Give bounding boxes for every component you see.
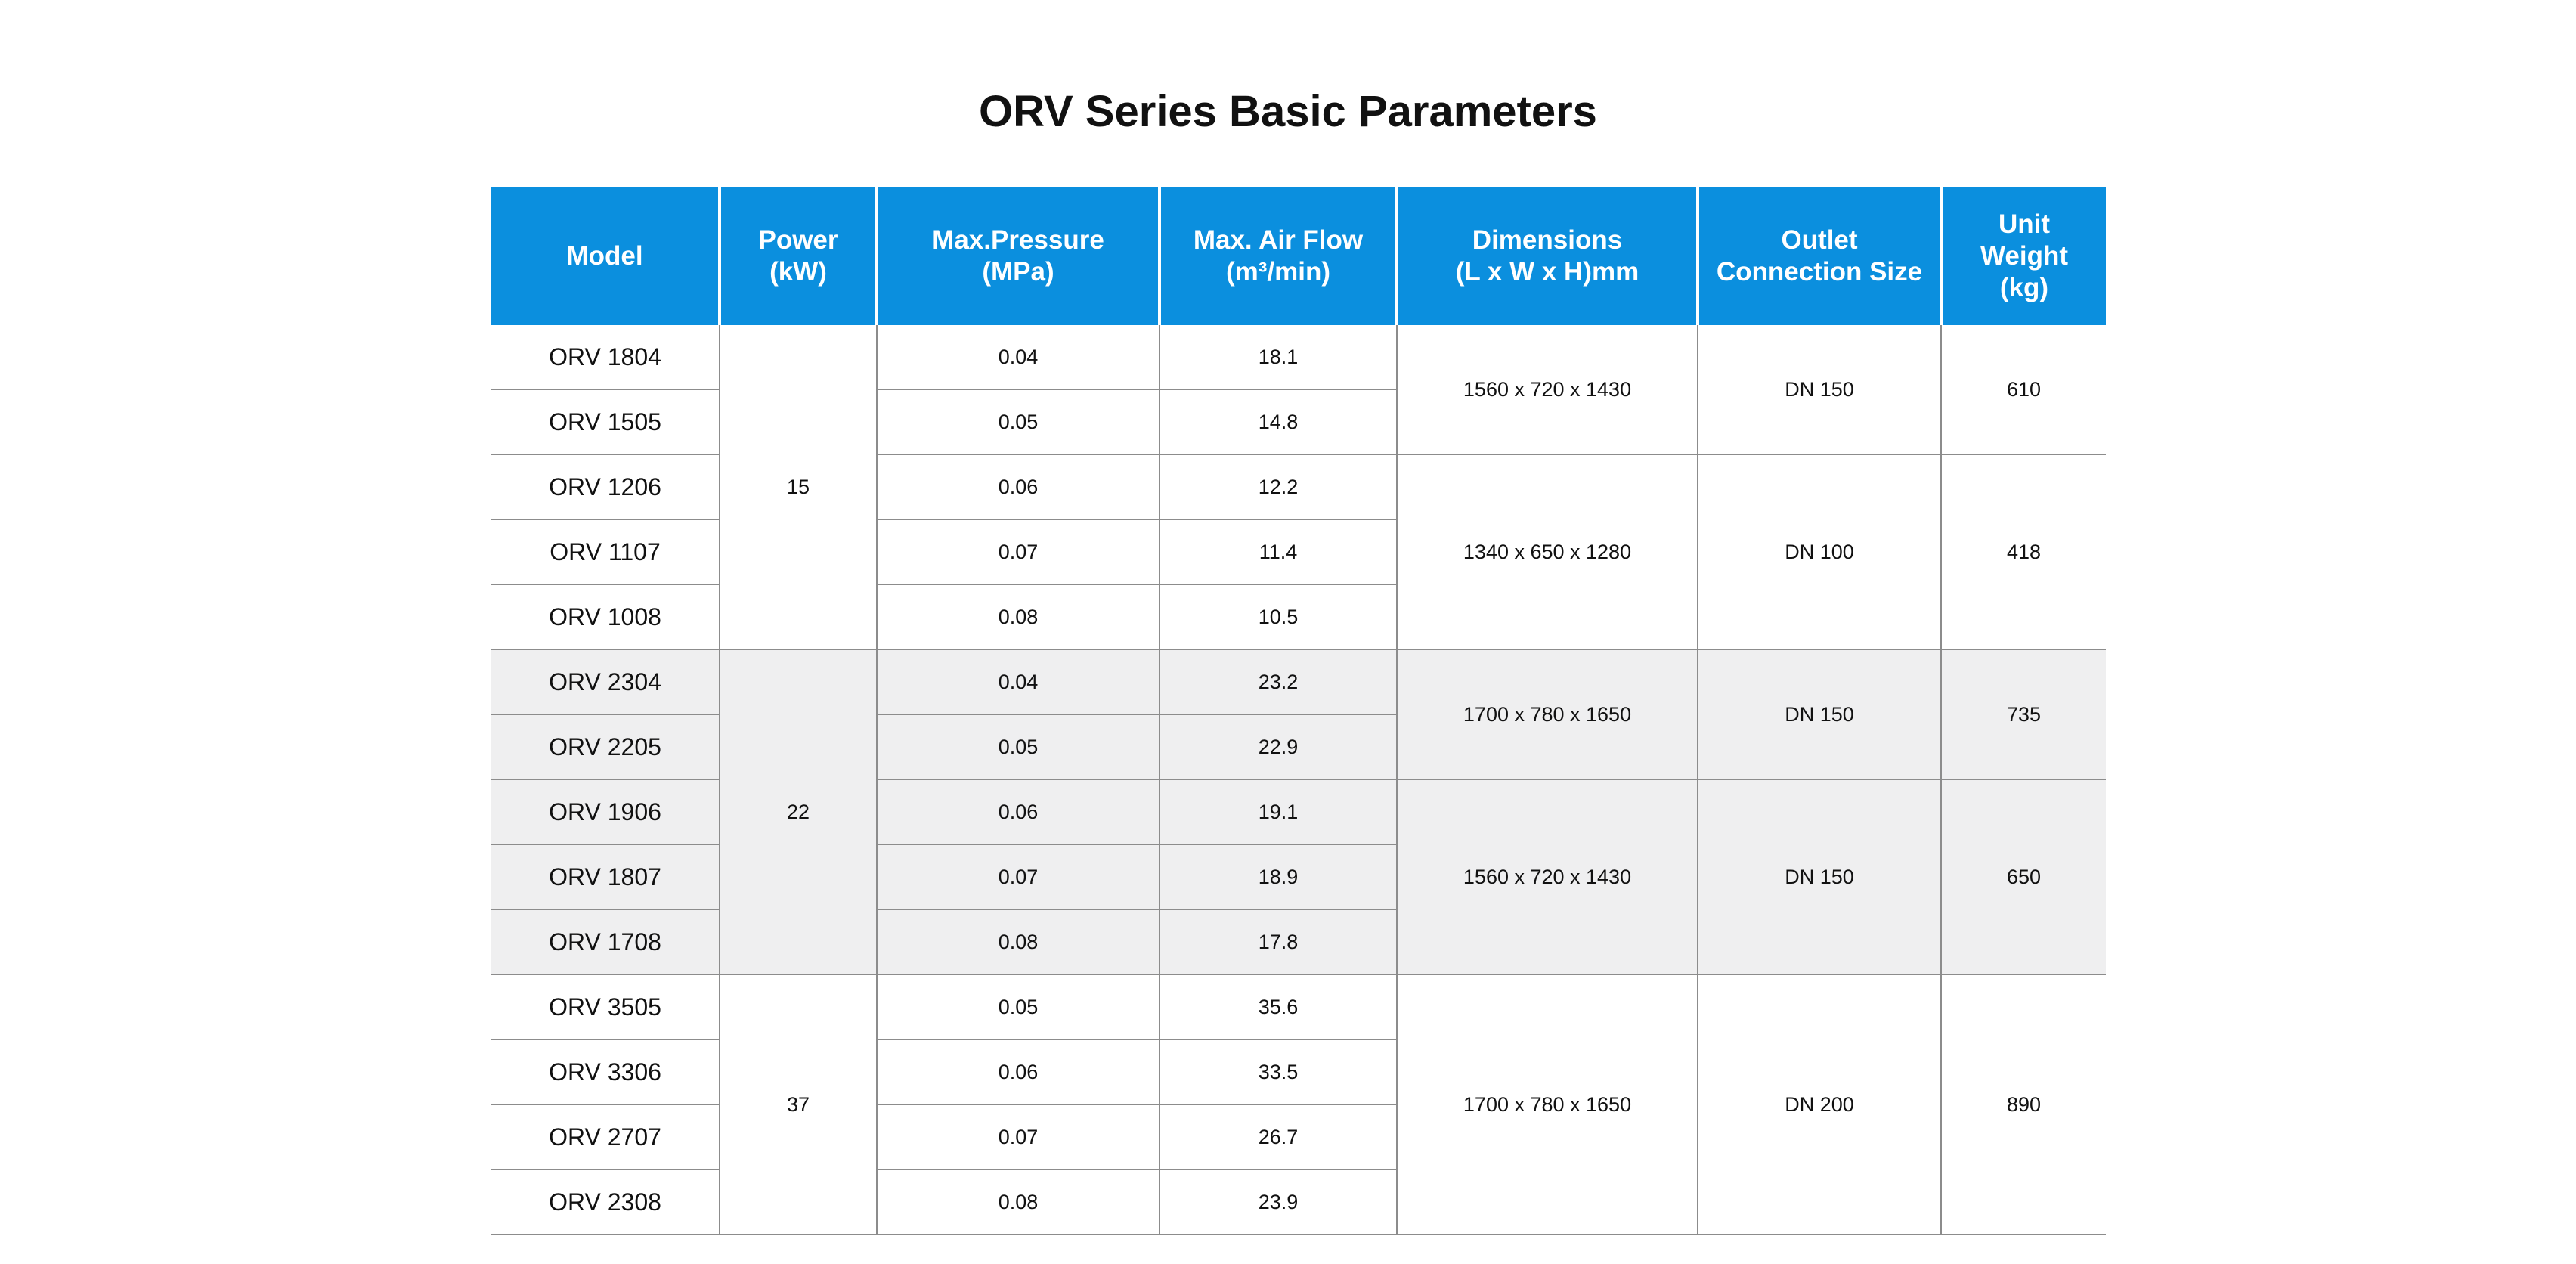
power-cell: 15 — [719, 325, 877, 650]
max-pressure-cell: 0.06 — [876, 779, 1160, 845]
max-air-flow-cell: 11.4 — [1159, 519, 1397, 585]
max-pressure-cell: 0.05 — [876, 974, 1160, 1040]
table-row: ORV 1804 15 0.04 18.1 1560 x 720 x 1430 DN 15… — [491, 325, 2106, 650]
outlet-size-cell: DN 150 — [1697, 325, 1941, 455]
table-row: ORV 1906 0.06 19.1 1560 x 720 x 1430 DN 150 6… — [491, 779, 2106, 975]
dimensions-cell: 1700 x 780 x 1650 — [1396, 649, 1698, 780]
header-dimensions: Dimensions (L x W x H)mm — [1395, 187, 1698, 325]
model-cell: ORV 1807 — [491, 844, 720, 910]
model-cell: ORV 2707 — [491, 1104, 720, 1170]
table-row: ORV 2304 22 0.04 23.2 1700 x 780 x 1650 DN 15… — [491, 649, 2106, 975]
max-pressure-cell: 0.04 — [876, 649, 1160, 715]
model-cell: ORV 1206 — [491, 454, 720, 520]
max-air-flow-cell: 19.1 — [1159, 779, 1397, 845]
outlet-size-cell: DN 100 — [1697, 454, 1941, 650]
table-row: ORV 2707 0.07 26.7 — [491, 1104, 2106, 1170]
model-cell: ORV 1107 — [491, 519, 720, 585]
max-pressure-cell: 0.06 — [876, 454, 1160, 520]
model-cell: ORV 3306 — [491, 1039, 720, 1105]
header-row: Model Power (kW) Max.Pressure (MPa) Max. A… — [491, 187, 2106, 325]
table-row: ORV 1505 0.05 14.8 — [491, 389, 2106, 455]
max-pressure-cell: 0.08 — [876, 584, 1160, 650]
dimensions-cell: 1560 x 720 x 1430 — [1396, 325, 1698, 455]
header-model: Model — [491, 187, 720, 325]
page-title: ORV Series Basic Parameters — [979, 87, 1597, 136]
max-air-flow-cell: 35.6 — [1159, 974, 1397, 1040]
header-power: Power (kW) — [718, 187, 877, 325]
max-pressure-cell: 0.08 — [876, 909, 1160, 975]
power-cell: 22 — [719, 649, 877, 975]
max-pressure-cell: 0.05 — [876, 714, 1160, 780]
dimensions-cell: 1700 x 780 x 1650 — [1396, 974, 1698, 1235]
dimensions-cell: 1560 x 720 x 1430 — [1396, 779, 1698, 975]
max-pressure-cell: 0.07 — [876, 1104, 1160, 1170]
max-pressure-cell: 0.05 — [876, 389, 1160, 455]
max-air-flow-cell: 26.7 — [1159, 1104, 1397, 1170]
header-outlet-connection-size: Outlet Connection Size — [1696, 187, 1941, 325]
unit-weight-cell: 650 — [1940, 779, 2106, 975]
model-cell: ORV 1505 — [491, 389, 720, 455]
table-row: ORV 1107 0.07 11.4 — [491, 519, 2106, 585]
max-air-flow-cell: 18.9 — [1159, 844, 1397, 910]
max-air-flow-cell: 22.9 — [1159, 714, 1397, 780]
model-cell: ORV 2308 — [491, 1170, 720, 1235]
outlet-size-cell: DN 150 — [1697, 779, 1941, 975]
unit-weight-cell: 890 — [1940, 974, 2106, 1235]
max-pressure-cell: 0.08 — [876, 1170, 1160, 1235]
outlet-size-cell: DN 150 — [1697, 649, 1941, 780]
model-cell: ORV 1906 — [491, 779, 720, 845]
max-pressure-cell: 0.04 — [876, 325, 1160, 390]
model-cell: ORV 1708 — [491, 909, 720, 975]
max-pressure-cell: 0.07 — [876, 519, 1160, 585]
dimensions-cell: 1340 x 650 x 1280 — [1396, 454, 1698, 650]
table-row: ORV 1206 0.06 12.2 1340 x 650 x 1280 DN 100 4… — [491, 454, 2106, 650]
header-max-pressure: Max.Pressure (MPa) — [875, 187, 1160, 325]
unit-weight-cell: 418 — [1940, 454, 2106, 650]
max-air-flow-cell: 10.5 — [1159, 584, 1397, 650]
outlet-size-cell: DN 200 — [1697, 974, 1941, 1235]
max-air-flow-cell: 18.1 — [1159, 325, 1397, 390]
table-row: ORV 2308 0.08 23.9 — [491, 1170, 2106, 1235]
model-cell: ORV 1804 — [491, 325, 720, 390]
model-cell: ORV 2304 — [491, 649, 720, 715]
max-air-flow-cell: 14.8 — [1159, 389, 1397, 455]
max-air-flow-cell: 23.9 — [1159, 1170, 1397, 1235]
max-air-flow-cell: 23.2 — [1159, 649, 1397, 715]
unit-weight-cell: 735 — [1940, 649, 2106, 780]
table-row: ORV 3306 0.06 33.5 — [491, 1039, 2106, 1105]
max-pressure-cell: 0.06 — [876, 1039, 1160, 1105]
parameters-table: Model Power (kW) Max.Pressure (MPa) Max. A… — [491, 187, 2106, 1235]
max-air-flow-cell: 33.5 — [1159, 1039, 1397, 1105]
model-cell: ORV 3505 — [491, 974, 720, 1040]
model-cell: ORV 2205 — [491, 714, 720, 780]
table-row: ORV 1008 0.08 10.5 — [491, 584, 2106, 650]
model-cell: ORV 1008 — [491, 584, 720, 650]
table-row: ORV 2205 0.05 22.9 — [491, 714, 2106, 780]
max-air-flow-cell: 12.2 — [1159, 454, 1397, 520]
max-air-flow-cell: 17.8 — [1159, 909, 1397, 975]
table-row: ORV 3505 37 0.05 35.6 1700 x 780 x 1650 DN 20… — [491, 974, 2106, 1235]
table-row: ORV 1708 0.08 17.8 — [491, 909, 2106, 975]
max-pressure-cell: 0.07 — [876, 844, 1160, 910]
header-max-air-flow: Max. Air Flow (m³/min) — [1158, 187, 1397, 325]
unit-weight-cell: 610 — [1940, 325, 2106, 455]
table-row: ORV 1807 0.07 18.9 — [491, 844, 2106, 910]
power-cell: 37 — [719, 974, 877, 1235]
table-body: ORV 1804 15 0.04 18.1 1560 x 720 x 1430 DN 15… — [491, 325, 2106, 1235]
header-unit-weight: Unit Weight (kg) — [1940, 187, 2106, 325]
